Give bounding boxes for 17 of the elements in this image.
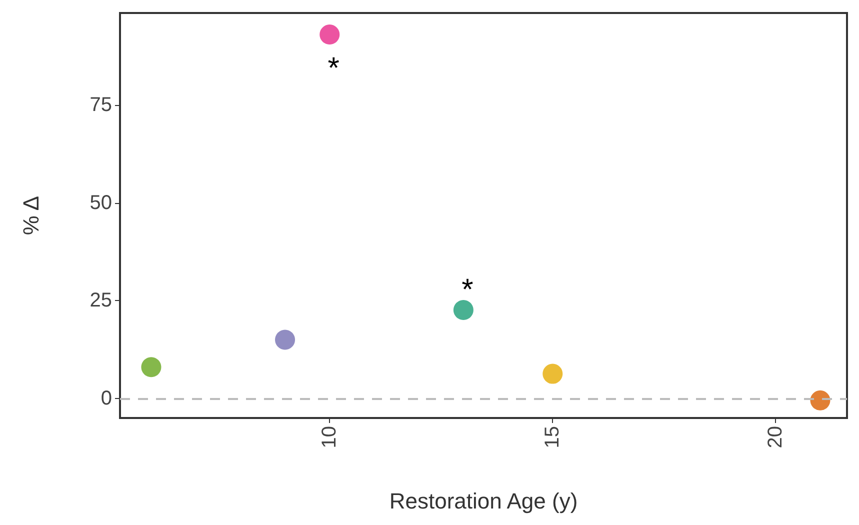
point <box>275 330 296 350</box>
y-tick-label: 0 <box>100 387 112 410</box>
point <box>141 357 162 378</box>
y-axis-title: % Δ <box>18 196 44 236</box>
point <box>453 300 474 320</box>
point <box>810 390 830 410</box>
x-axis-title: Restoration Age (y) <box>389 488 578 514</box>
annotation: * <box>462 274 474 306</box>
point <box>542 364 563 384</box>
y-tick-label: 75 <box>90 94 112 116</box>
annotation: * <box>328 52 340 86</box>
x-tick-label: 20 <box>764 426 787 448</box>
y-tick-label: 50 <box>90 192 112 214</box>
point <box>320 24 340 45</box>
x-tick-label: 15 <box>542 426 564 448</box>
y-tick-label: 25 <box>90 290 112 312</box>
x-tick-label: 10 <box>318 426 341 448</box>
